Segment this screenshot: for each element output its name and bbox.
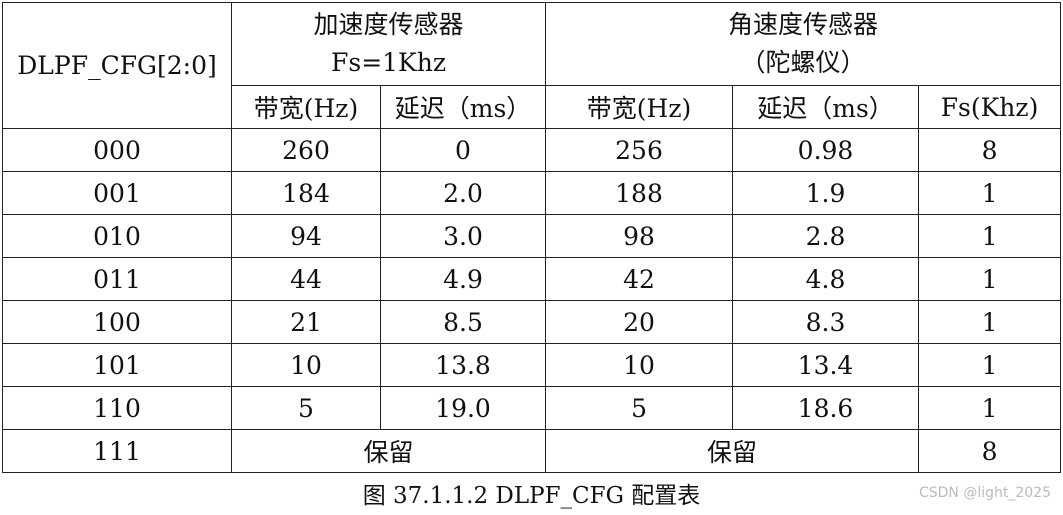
header-line: 角速度传感器	[728, 10, 879, 39]
cell: 10	[231, 343, 381, 387]
cell: 13.8	[379, 343, 547, 387]
cell: 1	[918, 386, 1062, 430]
cell: 3.0	[379, 214, 547, 258]
header-line: （陀螺仪）	[740, 48, 866, 77]
data-row: 111 保留 保留 8	[2, 429, 1062, 473]
header-line: Fs=1Khz	[331, 48, 446, 77]
cell: 94	[231, 214, 381, 258]
data-row: 000 260 0 256 0.98 8	[2, 128, 1062, 172]
cell: 2.0	[379, 171, 547, 215]
caption: 图 37.1.1.2 DLPF_CFG 配置表	[362, 483, 701, 509]
cell: 110	[2, 386, 232, 430]
cell: 20	[545, 300, 734, 344]
table-body: DLPF_CFG[2:0] 加速度传感器 Fs=1Khz 角速度传感器 （陀螺仪） …	[2, 2, 1062, 473]
cell: 5	[231, 386, 381, 430]
cell: 000	[2, 128, 232, 172]
cell: 1	[918, 171, 1062, 215]
cell: 184	[231, 171, 381, 215]
cell: 8	[918, 128, 1062, 172]
cell: 1	[918, 343, 1062, 387]
cell: 4.8	[732, 257, 920, 301]
cell: 2.8	[732, 214, 920, 258]
header-row: DLPF_CFG[2:0] 加速度传感器 Fs=1Khz 角速度传感器 （陀螺仪）	[2, 2, 1062, 129]
cell: 4.9	[379, 257, 547, 301]
cell: 8.5	[379, 300, 547, 344]
cell: 42	[545, 257, 734, 301]
subheader-cell: 延迟（ms）	[379, 85, 547, 129]
cell: 21	[231, 300, 381, 344]
cell: 100	[2, 300, 232, 344]
cell: 256	[545, 128, 734, 172]
subheader-cell: 延迟（ms）	[732, 85, 920, 129]
cell: 5	[545, 386, 734, 430]
cell: 010	[2, 214, 232, 258]
cell: 8.3	[732, 300, 920, 344]
cell: 111	[2, 429, 232, 473]
header-cell: DLPF_CFG[2:0]	[2, 2, 232, 129]
cell: 13.4	[732, 343, 920, 387]
cell: 保留	[230, 429, 547, 473]
cell: 001	[2, 171, 232, 215]
cell: 101	[2, 343, 232, 387]
cell: 011	[2, 257, 232, 301]
config-table: DLPF_CFG[2:0] 加速度传感器 Fs=1Khz 角速度传感器 （陀螺仪） …	[2, 2, 1062, 473]
cell: 10	[545, 343, 734, 387]
data-row: 110 5 19.0 5 18.6 1	[2, 386, 1062, 430]
header-line: 加速度传感器	[313, 10, 464, 39]
cell: 保留	[545, 429, 920, 473]
data-row: 010 94 3.0 98 2.8 1	[2, 214, 1062, 258]
cell: 19.0	[379, 386, 547, 430]
group-header: 加速度传感器 Fs=1Khz	[230, 2, 547, 86]
cell: 1.9	[732, 171, 920, 215]
data-row: 011 44 4.9 42 4.8 1	[2, 257, 1062, 301]
data-row: 100 21 8.5 20 8.3 1	[2, 300, 1062, 344]
cell: 1	[918, 257, 1062, 301]
cell: 18.6	[732, 386, 920, 430]
watermark: CSDN @light_2025	[918, 485, 1051, 501]
data-row: 101 10 13.8 10 13.4 1	[2, 343, 1062, 387]
subheader-cell: Fs(Khz)	[918, 85, 1062, 129]
cell: 0.98	[732, 128, 920, 172]
subheader-cell: 带宽(Hz)	[545, 85, 734, 129]
cell: 0	[379, 128, 547, 172]
cell: 98	[545, 214, 734, 258]
data-row: 001 184 2.0 188 1.9 1	[2, 171, 1062, 215]
cell: 8	[918, 429, 1062, 473]
cell: 1	[918, 214, 1062, 258]
cell: 1	[918, 300, 1062, 344]
cell: 260	[231, 128, 381, 172]
cell: 188	[545, 171, 734, 215]
cell: 44	[231, 257, 381, 301]
group-header: 角速度传感器 （陀螺仪）	[545, 2, 1062, 86]
subheader-cell: 带宽(Hz)	[231, 85, 381, 129]
